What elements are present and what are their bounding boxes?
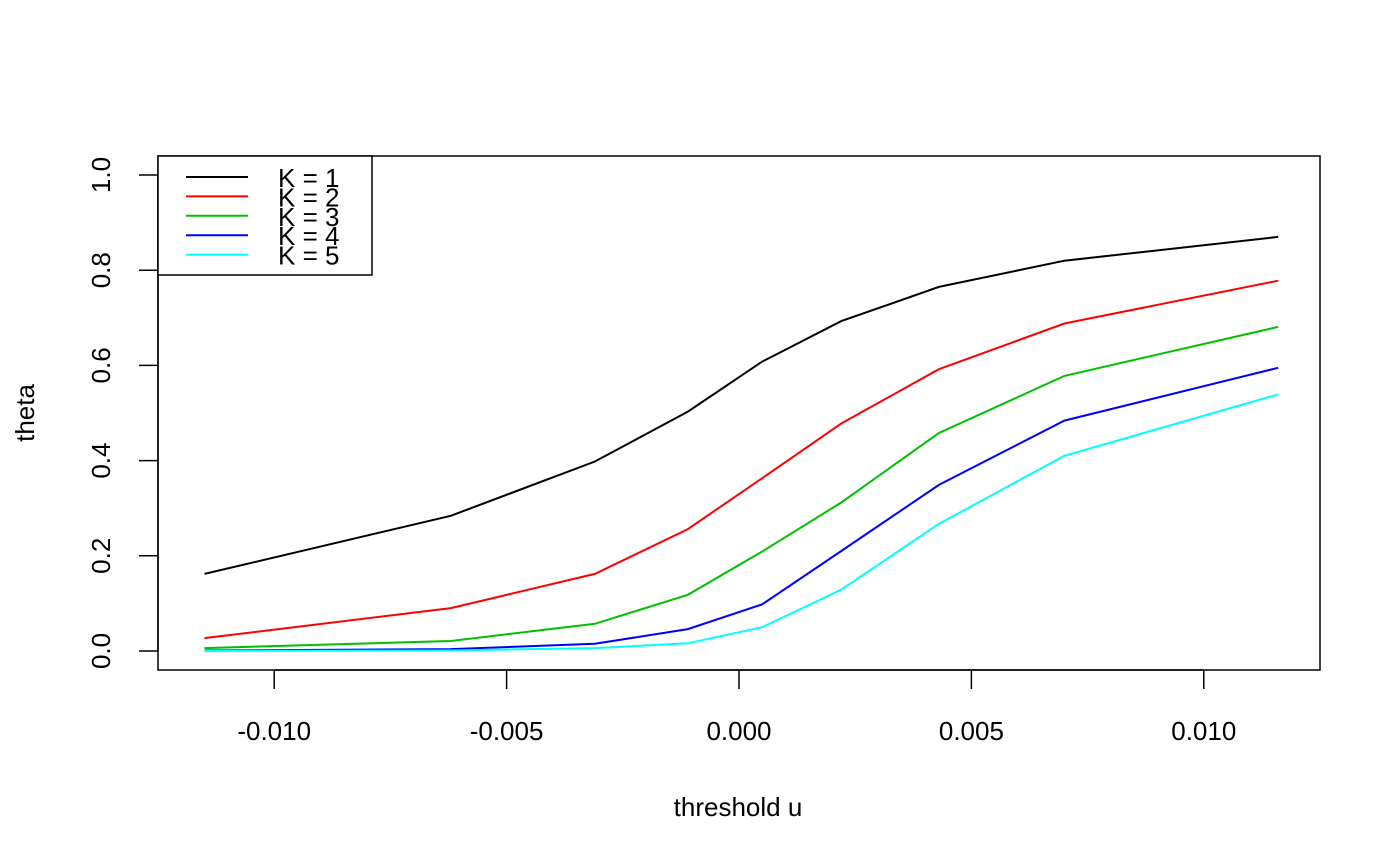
x-tick-label: 0.000 [706,716,771,746]
series-line-k3 [204,325,1279,650]
y-tick-label: 0.0 [86,633,116,669]
legend: K = 1K = 2K = 3K = 4K = 5 [157,155,373,276]
legend-label-k1: K = 1 [278,163,339,193]
y-axis: 0.0 0.2 0.4 0.6 0.8 1.0 [86,157,159,669]
series-line-k5 [204,393,1279,652]
series-line-k4 [204,366,1279,652]
x-tick-label: -0.010 [237,716,311,746]
x-axis: -0.010 -0.005 0.000 0.005 0.010 [237,669,1236,746]
legend-label-k5: K = 5 [278,241,339,271]
series-layer [204,235,1279,652]
x-tick-label: -0.005 [470,716,544,746]
x-axis-label: threshold u [674,792,803,822]
x-tick-label: 0.005 [939,716,1004,746]
legend-label-k4: K = 4 [278,221,339,251]
legend-label-k3: K = 3 [278,202,339,232]
x-tick-label: 0.010 [1171,716,1236,746]
series-line-k1 [204,235,1279,575]
y-tick-label: 1.0 [86,157,116,193]
y-tick-label: 0.4 [86,443,116,479]
y-tick-label: 0.2 [86,538,116,574]
y-tick-label: 0.6 [86,347,116,383]
series-line-k2 [204,279,1279,640]
y-tick-label: 0.8 [86,252,116,288]
legend-label-k2: K = 2 [278,182,339,212]
y-axis-label: theta [10,384,40,442]
